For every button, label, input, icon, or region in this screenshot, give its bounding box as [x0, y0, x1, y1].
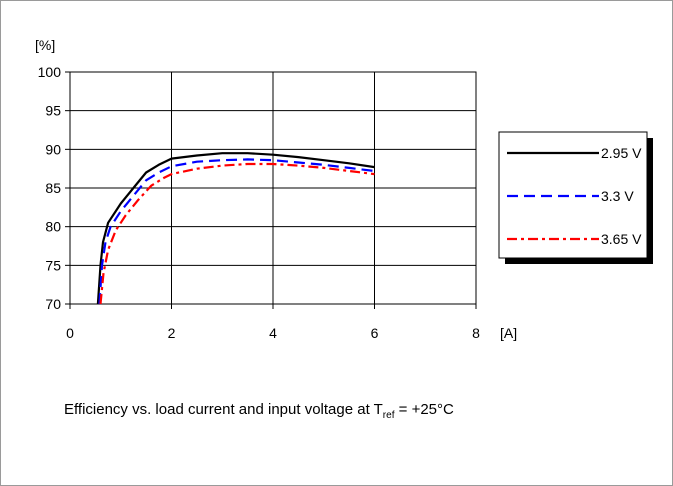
x-axis-unit-label: [A] — [500, 325, 517, 341]
x-tick-label: 0 — [66, 325, 74, 341]
y-tick-label: 90 — [45, 141, 61, 157]
y-tick-label: 95 — [45, 103, 61, 119]
series-line-3-65-V — [99, 162, 375, 305]
grid — [65, 71, 477, 309]
x-tick-label: 6 — [371, 325, 379, 341]
legend-label: 2.95 V — [601, 145, 642, 161]
y-tick-label: 100 — [38, 64, 62, 80]
y-axis-unit-label: [%] — [35, 37, 55, 53]
series-line-2-95-V — [96, 152, 375, 305]
plot-area — [69, 71, 477, 305]
x-tick-label: 8 — [472, 325, 480, 341]
legend: 2.95 V 3.3 V 3.65 V — [498, 131, 653, 264]
tick-labels: 70 75 80 85 90 95 100 0 2 4 6 8 — [38, 64, 480, 341]
legend-label: 3.65 V — [601, 231, 642, 247]
y-tick-label: 80 — [45, 219, 61, 235]
x-tick-label: 4 — [269, 325, 277, 341]
figure-caption: Efficiency vs. load current and input vo… — [64, 401, 454, 421]
x-tick-label: 2 — [168, 325, 176, 341]
series-lines — [96, 152, 375, 305]
y-tick-label: 70 — [45, 296, 61, 312]
caption-text: Efficiency vs. load current and input vo… — [64, 401, 383, 418]
legend-label: 3.3 V — [601, 188, 634, 204]
caption-subscript: ref — [382, 410, 395, 421]
series-line-3-3-V — [98, 158, 375, 305]
y-tick-label: 85 — [45, 180, 61, 196]
y-tick-label: 75 — [45, 257, 61, 273]
caption-text-end: = +25°C — [394, 401, 454, 418]
